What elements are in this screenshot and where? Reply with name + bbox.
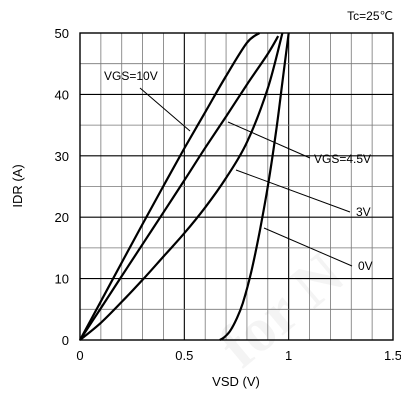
- y-tick-label: 20: [55, 210, 69, 225]
- y-tick-label: 40: [55, 87, 69, 102]
- series-line-vgs-10v: [79, 32, 261, 341]
- series-label-3v: 3V: [356, 205, 371, 219]
- leader-line-vgs-4-5v: [227, 121, 311, 159]
- leader-line-3v: [235, 169, 351, 213]
- chart-title: Tc=25℃: [347, 9, 393, 23]
- annotation-labels: VGS=10V VGS=4.5V 3V 0V: [104, 69, 373, 273]
- series-label-0v: 0V: [358, 259, 373, 273]
- series-label-vgs-10v: VGS=10V: [104, 69, 158, 83]
- y-tick-label: 0: [62, 333, 69, 348]
- x-tick-label: 0.5: [175, 348, 193, 363]
- plot-frame: [79, 32, 394, 341]
- leader-line-vgs-10v: [139, 87, 191, 132]
- series-line-3v: [79, 32, 284, 341]
- watermark-text: for N: [207, 240, 357, 381]
- curves: [79, 32, 290, 341]
- grid: [80, 33, 393, 340]
- y-tick-label: 10: [55, 272, 69, 287]
- y-tick-label: 50: [55, 26, 69, 41]
- x-tick-label: 1.5: [384, 348, 401, 363]
- series-label-vgs-4-5v: VGS=4.5V: [314, 152, 371, 166]
- y-tick-label: 30: [55, 149, 69, 164]
- leader-line-0v: [263, 227, 353, 267]
- x-tick-label: 1: [285, 348, 292, 363]
- series-line-vgs-4-5v: [79, 35, 280, 341]
- series-line-0v: [219, 32, 290, 341]
- annotation-leaders: [139, 87, 353, 267]
- x-tick-label: 0: [76, 348, 83, 363]
- y-axis-label: IDR (A): [10, 164, 25, 207]
- x-tick-labels: 0 0.5 1 1.5: [76, 348, 401, 363]
- x-axis-label: VSD (V): [212, 374, 260, 389]
- y-tick-labels: 0 10 20 30 40 50: [55, 26, 69, 348]
